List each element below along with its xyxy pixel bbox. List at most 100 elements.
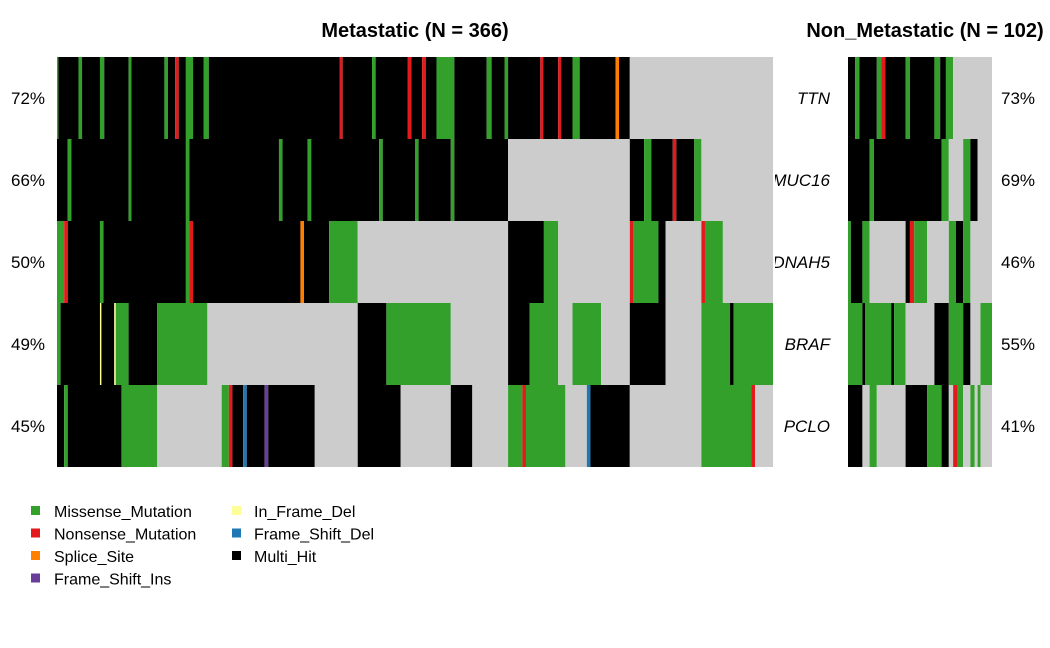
cell-missense-mutation (644, 139, 652, 221)
cell-multi-hit (848, 385, 863, 467)
cell-missense-mutation (701, 303, 731, 385)
cell-missense-mutation (221, 385, 229, 467)
cell-wild-type (927, 221, 949, 303)
cell-wild-type (357, 221, 509, 303)
cell-multi-hit (891, 303, 895, 385)
cell-missense-mutation (128, 57, 132, 139)
gene-label: TTN (797, 89, 831, 108)
cell-multi-hit (208, 57, 340, 139)
legend-swatch-splice-site (31, 551, 40, 560)
legend-label: Frame_Shift_Ins (54, 572, 171, 589)
cell-wild-type (157, 385, 222, 467)
legend-label: Frame_Shift_Del (254, 527, 374, 544)
cell-wild-type (601, 303, 630, 385)
cell-multi-hit (934, 303, 949, 385)
cell-missense-mutation (572, 303, 602, 385)
cell-missense-mutation (185, 139, 190, 221)
legend-swatch-in-frame-del (232, 506, 241, 515)
cell-multi-hit (304, 221, 330, 303)
cell-missense-mutation (157, 303, 208, 385)
cell-wild-type (565, 385, 587, 467)
percentage-label: 45% (11, 417, 45, 436)
cell-multi-hit (178, 57, 186, 139)
percentage-label: 69% (1001, 171, 1035, 190)
cell-multi-hit (60, 303, 100, 385)
cell-missense-mutation (704, 221, 723, 303)
cell-nonsense-mutation (751, 385, 756, 467)
cell-wild-type (963, 385, 971, 467)
cell-multi-hit (425, 57, 437, 139)
cell-wild-type (508, 139, 630, 221)
cell-multi-hit (970, 139, 978, 221)
cell-missense-mutation (415, 139, 419, 221)
cell-missense-mutation (504, 57, 509, 139)
cell-missense-mutation (128, 139, 132, 221)
cell-missense-mutation (876, 57, 882, 139)
cell-missense-mutation (203, 57, 209, 139)
cell-missense-mutation (869, 139, 874, 221)
cell-multi-hit (651, 139, 673, 221)
cell-nonsense-mutation (558, 57, 562, 139)
panel-non-metastatic: Non_Metastatic (N = 102) 73% 69% 46% 55% 41% (806, 20, 1044, 467)
cell-wild-type (701, 139, 773, 221)
cell-multi-hit (58, 57, 79, 139)
cell-missense-mutation (855, 57, 860, 139)
percentage-label: 50% (11, 253, 45, 272)
gene-label: MUC16 (772, 171, 830, 190)
cell-wild-type (869, 221, 906, 303)
cell-missense-mutation (57, 221, 65, 303)
cell-frame-shift-ins (264, 385, 269, 467)
cell-missense-mutation (525, 385, 566, 467)
cell-multi-hit (579, 57, 616, 139)
cell-missense-mutation (99, 221, 104, 303)
cell-nonsense-mutation (422, 57, 426, 139)
cell-wild-type (722, 221, 773, 303)
cell-multi-hit (850, 221, 863, 303)
cell-wild-type (755, 385, 773, 467)
cell-frame-shift-del (243, 385, 247, 467)
gene-label: BRAF (785, 335, 832, 354)
cell-wild-type (665, 303, 702, 385)
cell-nonsense-mutation (522, 385, 526, 467)
cell-multi-hit (193, 57, 204, 139)
cell-missense-mutation (529, 303, 559, 385)
cell-multi-hit (342, 57, 373, 139)
cell-nonsense-mutation (339, 57, 343, 139)
cell-missense-mutation (701, 385, 752, 467)
cell-wild-type (558, 303, 573, 385)
legend: Missense_Mutation Nonsense_Mutation Splice… (31, 504, 374, 589)
cell-multi-hit (131, 57, 165, 139)
cell-nonsense-mutation (909, 221, 915, 303)
cell-missense-mutation (963, 221, 971, 303)
percentage-label: 49% (11, 335, 45, 354)
percentage-label: 66% (11, 171, 45, 190)
gene-label: PCLO (784, 417, 830, 436)
cell-nonsense-mutation (701, 221, 705, 303)
legend-swatch-frame-shift-ins (31, 573, 40, 583)
percentage-label: 72% (11, 89, 45, 108)
cell-multi-hit (905, 385, 928, 467)
cell-multi-hit (82, 57, 100, 139)
cell-multi-hit (57, 385, 65, 467)
percentage-label: 46% (1001, 253, 1035, 272)
cell-missense-mutation (386, 303, 451, 385)
cell-multi-hit (941, 385, 949, 467)
cell-frame-shift-del (586, 385, 591, 467)
cell-missense-mutation (733, 303, 773, 385)
cell-multi-hit (862, 303, 866, 385)
cell-wild-type (948, 385, 954, 467)
cell-multi-hit (232, 385, 244, 467)
cell-missense-mutation (99, 57, 105, 139)
cell-missense-mutation (57, 303, 61, 385)
cell-nonsense-mutation (189, 221, 194, 303)
cell-missense-mutation (945, 57, 954, 139)
cell-wild-type (472, 385, 509, 467)
cell-missense-mutation (980, 303, 992, 385)
cell-multi-hit (561, 57, 573, 139)
cell-missense-mutation (372, 57, 376, 139)
cell-nonsense-mutation (881, 57, 886, 139)
cell-multi-hit (885, 57, 906, 139)
cell-missense-mutation (914, 221, 928, 303)
cell-missense-mutation (508, 385, 523, 467)
